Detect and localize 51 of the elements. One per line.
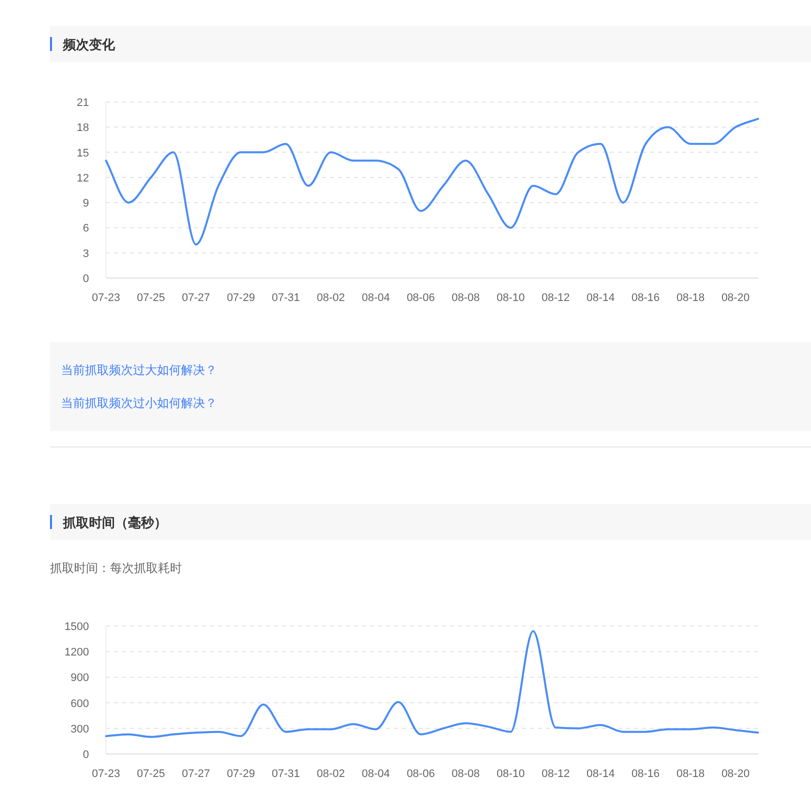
x-tick-label: 07-29 bbox=[226, 768, 255, 780]
y-tick-label: 6 bbox=[82, 222, 89, 235]
x-tick-label: 07-27 bbox=[182, 292, 210, 304]
x-tick-label: 07-29 bbox=[226, 292, 255, 304]
x-tick-label: 08-16 bbox=[632, 292, 660, 304]
x-tick-label: 08-18 bbox=[676, 292, 705, 304]
x-tick-label: 08-08 bbox=[452, 768, 480, 780]
y-tick-label: 0 bbox=[82, 749, 89, 761]
y-tick-label: 1200 bbox=[64, 646, 89, 659]
x-tick-label: 08-10 bbox=[496, 292, 525, 304]
x-tick-label: 08-06 bbox=[406, 292, 435, 304]
x-tick-label: 08-12 bbox=[542, 292, 570, 304]
x-tick-label: 07-25 bbox=[136, 768, 166, 780]
text: 当前抓取频次过大如何解决？ bbox=[61, 363, 217, 377]
x-tick-label: 08-12 bbox=[542, 768, 570, 780]
y-tick-label: 600 bbox=[70, 698, 89, 710]
x-tick-label: 08-08 bbox=[452, 292, 480, 304]
y-tick-label: 0 bbox=[82, 273, 89, 285]
line-series bbox=[105, 118, 759, 246]
y-tick-label: 21 bbox=[76, 97, 89, 109]
y-tick-label: 3 bbox=[82, 248, 89, 260]
x-tick-label: 07-23 bbox=[92, 768, 120, 780]
x-tick-label: 07-27 bbox=[182, 768, 210, 780]
x-tick-label: 07-31 bbox=[272, 292, 300, 304]
text: 抓取时间：每次抓取耗时 bbox=[50, 561, 182, 575]
x-tick-label: 07-31 bbox=[272, 768, 300, 780]
x-tick-label: 08-04 bbox=[362, 768, 390, 780]
chart-title: 频次变化 bbox=[62, 37, 116, 52]
x-tick-label: 08-02 bbox=[316, 292, 345, 304]
x-tick-label: 08-20 bbox=[721, 768, 750, 780]
x-tick-label: 08-02 bbox=[316, 768, 345, 780]
x-tick-label: 08-06 bbox=[406, 768, 435, 780]
x-tick-label: 07-25 bbox=[136, 292, 166, 304]
x-tick-label: 08-18 bbox=[676, 768, 705, 780]
y-tick-label: 9 bbox=[82, 198, 89, 210]
x-tick-label: 08-20 bbox=[721, 292, 750, 304]
line-series bbox=[105, 630, 759, 738]
text: 当前抓取频次过小如何解决？ bbox=[61, 396, 217, 410]
x-tick-label: 07-23 bbox=[92, 292, 120, 304]
x-tick-label: 08-04 bbox=[362, 292, 390, 304]
y-tick-label: 900 bbox=[70, 672, 89, 684]
y-tick-label: 1500 bbox=[64, 621, 89, 633]
x-tick-label: 08-14 bbox=[586, 768, 615, 780]
x-tick-label: 08-16 bbox=[632, 768, 660, 780]
y-tick-label: 18 bbox=[76, 122, 89, 134]
chart-title: 抓取时间（毫秒） bbox=[62, 515, 167, 530]
y-tick-label: 12 bbox=[76, 172, 89, 184]
y-tick-label: 15 bbox=[76, 147, 89, 160]
y-tick-label: 300 bbox=[70, 723, 89, 736]
x-tick-label: 08-10 bbox=[496, 768, 525, 780]
x-tick-label: 08-14 bbox=[586, 292, 615, 304]
